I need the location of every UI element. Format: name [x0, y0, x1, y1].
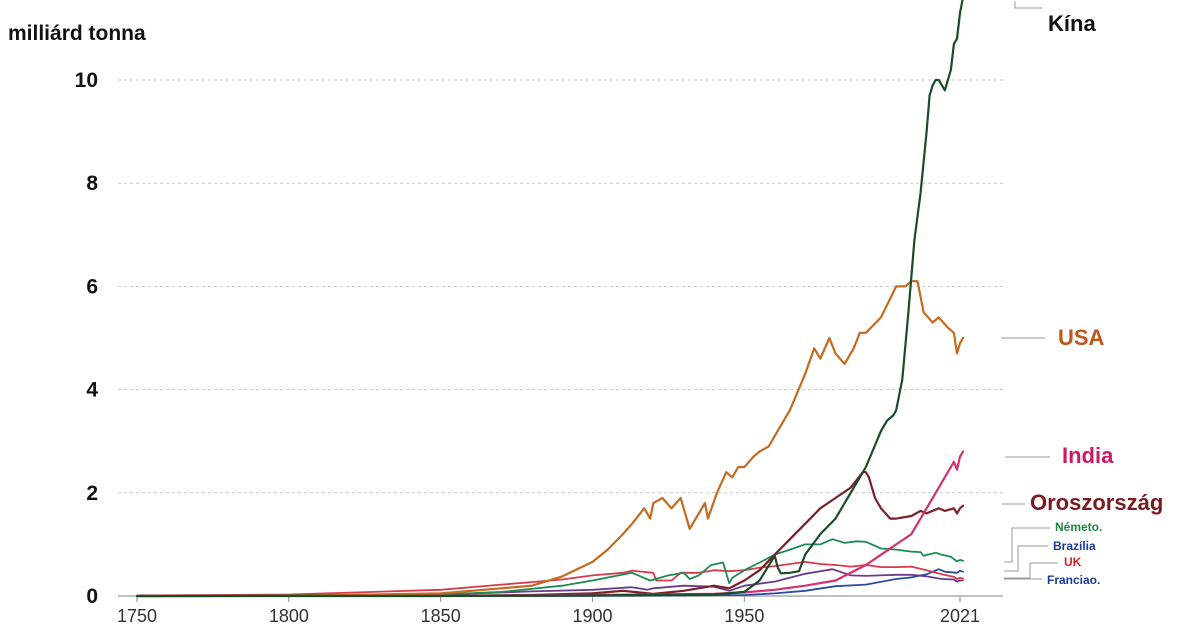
leader-line-braz-lia	[1004, 545, 1048, 572]
series-line-uk	[136, 561, 964, 597]
series-line-n-meto	[136, 538, 964, 597]
y-tick-label-6: 6	[86, 275, 98, 298]
leader-line-uk	[1004, 562, 1058, 579]
y-axis-unit-label: milliárd tonna	[8, 22, 146, 45]
x-tick-label-1800: 1800	[269, 606, 309, 626]
series-labels: Kína USA India Oroszország Németo. Brazília UK…	[1001, 1, 1163, 587]
series-label-usa: USA	[1058, 325, 1105, 350]
series-label-k-na: Kína	[1048, 11, 1096, 36]
x-tick-label-1950: 1950	[724, 606, 764, 626]
series-line-india	[135, 450, 965, 598]
x-tick-label-2021: 2021	[940, 606, 980, 626]
leader-line-n-meto	[1004, 527, 1050, 563]
leader-line-k-na	[1014, 1, 1042, 9]
gridlines	[118, 79, 1003, 494]
series-line-braz-lia	[136, 568, 964, 597]
y-tick-label-0: 0	[86, 585, 98, 608]
y-tick-label-4: 4	[86, 379, 98, 402]
series-line-oroszorsz-g	[135, 471, 965, 598]
series-line-k-na	[135, 0, 964, 598]
series-line-usa	[135, 280, 965, 598]
series-label-braz-lia: Brazília	[1053, 539, 1096, 553]
series-lines	[135, 0, 965, 598]
series-line-franciao	[136, 568, 964, 597]
series-label-franciao: Franciao.	[1047, 573, 1100, 587]
x-tick-label-1900: 1900	[573, 606, 613, 626]
series-label-india: India	[1062, 443, 1114, 468]
x-tick-label-1850: 1850	[421, 606, 461, 626]
y-tick-label-10: 10	[75, 69, 98, 92]
series-label-n-meto: Németo.	[1055, 520, 1102, 534]
series-label-oroszorsz-g: Oroszország	[1030, 490, 1163, 515]
y-tick-label-2: 2	[86, 482, 98, 505]
y-tick-label-8: 8	[86, 172, 98, 195]
series-label-uk: UK	[1064, 555, 1082, 569]
x-tick-label-1750: 1750	[117, 606, 157, 626]
